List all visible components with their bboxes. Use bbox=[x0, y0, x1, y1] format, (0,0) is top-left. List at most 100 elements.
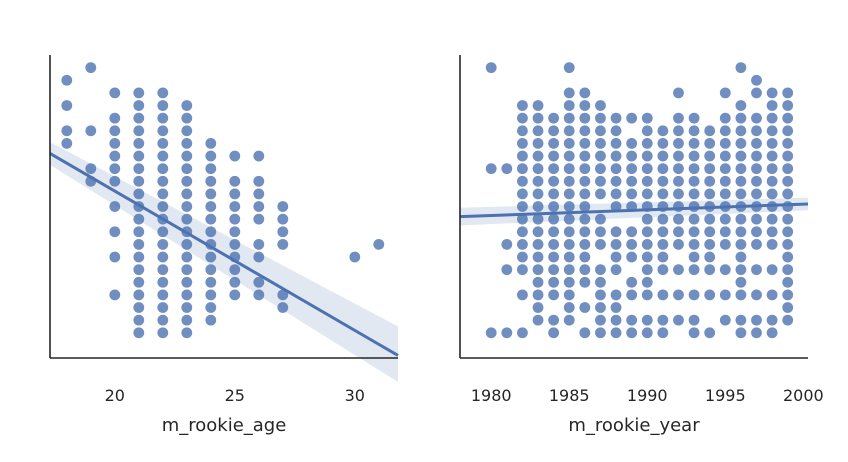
scatter-point bbox=[719, 87, 731, 99]
regression-line-layer bbox=[49, 152, 399, 357]
scatter-point bbox=[373, 238, 385, 250]
scatter-point bbox=[704, 163, 716, 175]
scatter-point bbox=[673, 175, 684, 187]
scatter-point bbox=[109, 87, 121, 99]
scatter-point bbox=[157, 100, 169, 111]
scatter-point bbox=[610, 125, 622, 137]
x-axis-label: m_rookie_age bbox=[162, 415, 287, 436]
scatter-point bbox=[205, 163, 217, 175]
scatter-point bbox=[253, 289, 265, 301]
scatter-point bbox=[735, 112, 747, 124]
scatter-point bbox=[563, 264, 575, 276]
scatter-point bbox=[133, 100, 145, 111]
scatter-point bbox=[688, 175, 700, 187]
scatter-point bbox=[253, 150, 265, 162]
scatter-point bbox=[485, 327, 497, 339]
scatter-point bbox=[548, 163, 560, 175]
scatter-point bbox=[688, 137, 700, 149]
scatter-point bbox=[532, 302, 544, 313]
scatter-point bbox=[157, 175, 169, 187]
scatter-point bbox=[133, 327, 145, 339]
scatter-point bbox=[133, 175, 145, 187]
scatter-point bbox=[735, 213, 747, 225]
scatter-point bbox=[751, 213, 762, 225]
scatter-point bbox=[657, 327, 669, 339]
scatter-point bbox=[277, 238, 289, 250]
scatter-point bbox=[157, 238, 169, 250]
scatter-point bbox=[626, 289, 638, 301]
scatter-point bbox=[205, 314, 217, 326]
scatter-point bbox=[766, 163, 778, 175]
scatter-point bbox=[229, 188, 241, 200]
scatter-point bbox=[253, 251, 265, 263]
scatter-point bbox=[133, 226, 145, 238]
scatter-point bbox=[109, 125, 121, 137]
scatter-point bbox=[751, 226, 762, 238]
scatter-point bbox=[205, 188, 217, 200]
scatter-point bbox=[766, 238, 778, 250]
scatter-point bbox=[766, 100, 778, 111]
scatter-point bbox=[735, 289, 747, 301]
scatter-point bbox=[719, 289, 731, 301]
scatter-point bbox=[673, 137, 684, 149]
scatter-point bbox=[181, 163, 193, 175]
scatter-point bbox=[641, 276, 653, 288]
scatter-point bbox=[766, 264, 778, 276]
scatter-point bbox=[782, 100, 794, 111]
scatter-point bbox=[782, 302, 794, 313]
scatter-point bbox=[501, 163, 513, 175]
scatter-point bbox=[277, 201, 289, 212]
scatter-point bbox=[704, 125, 716, 137]
scatter-point bbox=[782, 201, 794, 212]
chart-panel-rookie-year: 1980 1985 1990 1995 2000 m_rookie_year bbox=[459, 55, 824, 436]
scatter-point bbox=[595, 238, 606, 250]
scatter-point bbox=[133, 125, 145, 137]
scatter-point bbox=[751, 137, 762, 149]
scatter-point bbox=[641, 264, 653, 276]
scatter-point bbox=[579, 87, 591, 99]
scatter-point bbox=[688, 264, 700, 276]
scatter-point bbox=[205, 213, 217, 225]
scatter-point bbox=[133, 276, 145, 288]
scatter-point bbox=[719, 137, 731, 149]
scatter-point bbox=[719, 213, 731, 225]
scatter-point bbox=[751, 175, 762, 187]
scatter-point bbox=[517, 264, 528, 276]
scatter-point bbox=[595, 213, 606, 225]
x-tick-label: 1990 bbox=[627, 386, 668, 405]
scatter-point bbox=[133, 188, 145, 200]
scatter-point bbox=[782, 188, 794, 200]
scatter-point bbox=[579, 213, 591, 225]
scatter-point bbox=[548, 276, 560, 288]
scatter-point bbox=[782, 251, 794, 263]
scatter-point bbox=[563, 201, 575, 212]
scatter-point bbox=[532, 289, 544, 301]
scatter-point bbox=[579, 226, 591, 238]
scatter-point bbox=[657, 150, 669, 162]
scatter-point bbox=[157, 251, 169, 263]
scatter-point bbox=[517, 201, 528, 212]
scatter-point bbox=[253, 276, 265, 288]
scatter-point bbox=[133, 213, 145, 225]
scatter-point bbox=[205, 201, 217, 212]
scatter-point bbox=[579, 137, 591, 149]
scatter-point bbox=[782, 150, 794, 162]
scatter-point bbox=[133, 238, 145, 250]
scatter-point bbox=[673, 314, 684, 326]
scatter-point bbox=[751, 314, 762, 326]
scatter-point bbox=[517, 112, 528, 124]
scatter-point bbox=[641, 125, 653, 137]
scatter-point bbox=[548, 264, 560, 276]
scatter-point bbox=[782, 87, 794, 99]
scatter-point bbox=[205, 276, 217, 288]
scatter-point bbox=[133, 150, 145, 162]
scatter-point bbox=[595, 125, 606, 137]
scatter-point bbox=[704, 188, 716, 200]
scatter-point bbox=[277, 289, 289, 301]
scatter-point bbox=[157, 125, 169, 137]
scatter-point bbox=[641, 226, 653, 238]
scatter-point bbox=[595, 302, 606, 313]
scatter-point bbox=[229, 150, 241, 162]
scatter-point bbox=[579, 238, 591, 250]
scatter-point bbox=[751, 289, 762, 301]
